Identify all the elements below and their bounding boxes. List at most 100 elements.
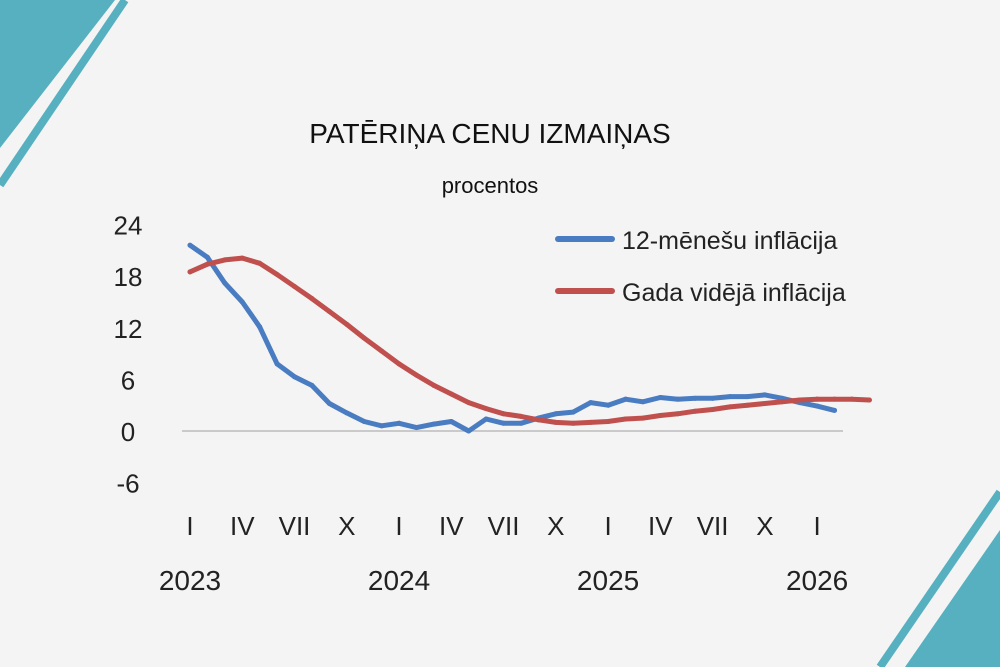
data-point [710,395,716,401]
x-year-label: 2024 [368,565,430,596]
data-point [396,361,402,367]
data-point [361,419,367,425]
data-point [849,396,855,402]
data-point [501,420,507,426]
data-point [361,335,367,341]
data-point [518,413,524,419]
data-point [832,396,838,402]
data-point [326,400,332,406]
data-point [797,397,803,403]
data-point [744,402,750,408]
data-point [274,271,280,277]
data-point [623,396,628,402]
data-point [379,423,385,429]
data-point [832,407,838,413]
data-point [292,284,298,290]
series-line-1 [187,242,837,434]
data-point [518,420,524,426]
data-point [239,299,245,305]
y-tick-label: 12 [114,314,143,344]
data-point [553,419,559,425]
data-point [727,404,733,410]
plot-area [187,242,872,434]
data-point [553,411,559,417]
data-point [292,374,298,380]
x-tick-label: I [395,511,402,541]
data-point [257,324,263,330]
chart-subtitle: procentos [442,173,539,198]
data-point [623,416,628,422]
legend-label: Gada vidējā inflācija [622,279,846,307]
x-tick-label: X [547,511,564,541]
corner-stripe-bottom-right [876,489,1000,667]
x-tick-label: VII [697,511,729,541]
data-point [204,261,210,267]
data-point [187,242,193,248]
data-point [605,402,611,408]
data-point [257,260,263,266]
data-point [344,410,350,416]
x-tick-label: I [186,511,193,541]
data-point [483,416,489,422]
data-point [814,396,820,402]
y-tick-label: 0 [121,417,135,447]
y-tick-label: -6 [116,469,139,499]
data-point [570,420,576,426]
data-point [744,394,750,400]
data-point [866,397,872,403]
data-point [187,269,193,275]
data-point [814,403,820,409]
data-point [657,413,663,419]
data-point [588,400,594,406]
x-axis-month-labels: I IV VII X I IV VII X I IV VII X I [186,511,820,541]
data-point [396,420,402,426]
data-point [239,255,245,261]
data-point [413,425,419,431]
x-tick-label: X [338,511,355,541]
x-tick-label: IV [439,511,464,541]
data-point [309,296,315,302]
x-tick-label: X [756,511,773,541]
data-point [588,419,594,425]
data-point [640,399,646,405]
data-point [501,411,507,417]
x-year-label: 2026 [786,565,848,596]
x-tick-label: VII [488,511,520,541]
x-year-label: 2025 [577,565,639,596]
data-point [431,421,437,427]
data-point [204,254,210,260]
data-point [309,382,315,388]
corner-stripe-top-left [0,0,129,188]
y-axis: 24 18 12 6 0 -6 [114,211,143,499]
data-point [222,257,228,263]
x-tick-label: I [814,511,821,541]
corner-decoration-bottom-right [905,530,1000,667]
data-point [222,280,228,286]
data-point [466,428,472,434]
data-point [762,400,768,406]
data-point [535,417,541,423]
legend-label: 12-mēnešu inflācija [622,227,837,255]
data-point [657,394,663,400]
data-point [344,321,350,327]
x-tick-label: IV [230,511,255,541]
data-point [379,348,385,354]
data-point [692,408,698,414]
data-point [326,308,332,314]
data-point [605,419,611,425]
data-point [727,394,733,400]
data-point [675,396,681,402]
x-axis-year-labels: 2023 2024 2025 2026 [159,565,848,596]
data-point [675,411,681,417]
series-line-2 [187,255,872,426]
data-point [448,419,454,425]
x-tick-label: I [604,511,611,541]
data-point [413,372,419,378]
data-point [274,361,280,367]
x-tick-label: VII [279,511,311,541]
corner-decoration-top-left [0,0,115,148]
data-point [762,392,768,398]
data-point [710,407,716,412]
chart-title: PATĒRIŅA CENU IZMAIŅAS [309,118,670,149]
